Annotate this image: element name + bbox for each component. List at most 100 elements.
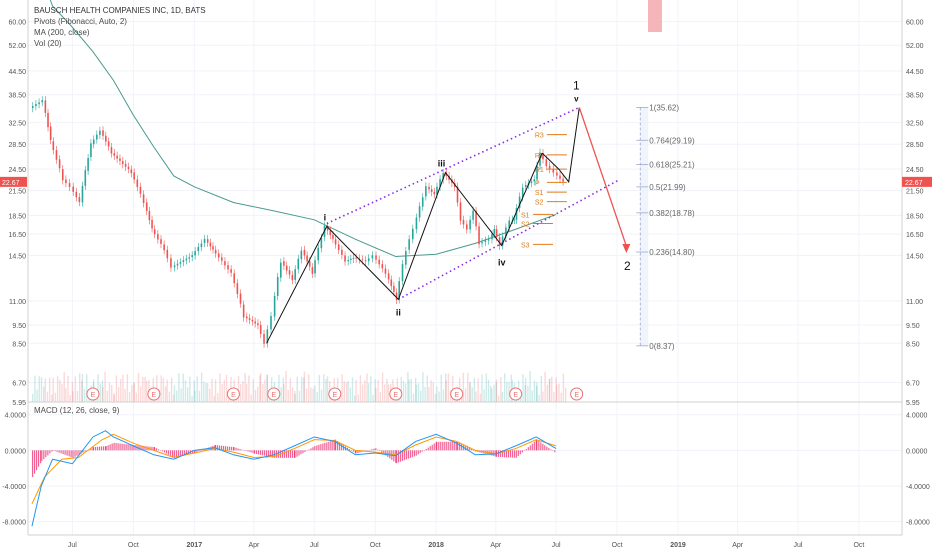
- volume-bar: [42, 386, 45, 402]
- volume-bar: [131, 384, 133, 402]
- indicator-vol[interactable]: Vol (20): [34, 39, 62, 48]
- candle-body: [38, 102, 40, 105]
- volume-bar: [186, 387, 189, 402]
- macd-histogram-bar: [251, 450, 253, 453]
- earnings-label: E: [271, 392, 276, 399]
- pivot-label: P: [535, 180, 540, 187]
- volume-bar: [67, 375, 69, 402]
- volume-bar: [54, 392, 57, 402]
- volume-bar: [305, 388, 308, 402]
- volume-bar: [76, 390, 79, 402]
- volume-bar: [291, 387, 294, 402]
- volume-bar: [173, 394, 175, 402]
- candle-body: [217, 253, 220, 258]
- macd-histogram-bar: [105, 446, 107, 451]
- candle-body: [259, 324, 262, 334]
- y-tick-label-left: 21.50: [8, 189, 26, 196]
- earnings-label: E: [231, 392, 236, 399]
- candle-body: [291, 274, 294, 281]
- volume-bar: [347, 381, 349, 402]
- volume-bar: [379, 392, 382, 402]
- volume-bar: [46, 391, 49, 402]
- macd-histogram-bar: [82, 450, 84, 453]
- volume-bar: [61, 383, 63, 402]
- candle-body: [107, 141, 110, 147]
- volume-bar: [266, 374, 268, 402]
- macd-histogram-bar: [283, 450, 286, 458]
- price-tag-right: [902, 176, 932, 187]
- candle-body: [41, 100, 44, 103]
- macd-histogram-bar: [429, 446, 431, 451]
- candle-body: [84, 170, 87, 186]
- macd-histogram-bar: [369, 449, 371, 451]
- macd-histogram-bar: [92, 447, 95, 451]
- macd-histogram-bar: [269, 450, 272, 457]
- price-tag-left-label: 22.67: [2, 180, 20, 187]
- macd-histogram-bar: [328, 441, 330, 451]
- macd-histogram-bar: [185, 450, 187, 455]
- wave-label-iii: iii: [438, 158, 446, 168]
- macd-histogram-bar: [127, 444, 129, 451]
- volume-bar: [527, 385, 529, 402]
- candle-body: [191, 255, 193, 258]
- candle-body: [288, 270, 291, 275]
- volume-bar: [242, 381, 244, 402]
- fib-band: [640, 107, 649, 346]
- volume-bar: [126, 374, 129, 402]
- candle-body: [533, 179, 536, 182]
- candle-body: [96, 134, 98, 140]
- volume-bar: [194, 390, 196, 402]
- macd-histogram-bar: [294, 450, 296, 458]
- earnings-marker: [267, 387, 281, 401]
- volume-bar: [262, 383, 264, 402]
- x-tick-label: Oct: [370, 542, 381, 549]
- y-tick-label-left: 44.50: [8, 69, 26, 76]
- candle-body: [248, 318, 251, 320]
- volume-bar: [99, 383, 101, 402]
- macd-histogram-bar: [411, 450, 413, 458]
- volume-bar: [434, 394, 437, 402]
- macd-histogram-bar: [334, 439, 336, 451]
- candle-body: [387, 273, 390, 280]
- fib-level-label: 0.5(21.99): [649, 183, 686, 192]
- y-tick-label-left: 11.00: [9, 299, 26, 306]
- candle-body: [121, 161, 124, 165]
- indicator-ma[interactable]: MA (200, close): [34, 28, 90, 37]
- volume-bar: [351, 377, 354, 402]
- earnings-marker: [226, 387, 240, 401]
- volume-bar: [426, 375, 429, 402]
- wave-label-i: i: [324, 212, 327, 222]
- pivot-label: R2: [535, 153, 544, 160]
- macd-histogram-bar: [450, 441, 452, 451]
- macd-histogram-bar: [519, 450, 521, 455]
- volume-bar: [184, 380, 187, 402]
- volume-bar: [436, 386, 438, 402]
- candle-body: [332, 234, 334, 239]
- macd-histogram-bar: [98, 446, 101, 451]
- indicator-pivots[interactable]: Pivots (Fibonacci, Auto, 2): [34, 17, 127, 26]
- candle-body: [559, 175, 561, 179]
- volume-bar: [495, 382, 497, 402]
- volume-bar: [462, 372, 465, 402]
- macd-histogram-bar: [177, 450, 179, 457]
- macd-histogram-bar: [348, 449, 350, 451]
- volume-bar: [308, 374, 310, 402]
- macd-histogram-bar: [66, 450, 68, 456]
- macd-histogram-bar: [326, 442, 328, 451]
- candle-body: [127, 166, 130, 170]
- macd-histogram-bar: [550, 449, 552, 451]
- symbol-title[interactable]: BAUSCH HEALTH COMPANIES INC, 1D, BATS: [34, 6, 206, 15]
- macd-legend[interactable]: MACD (12, 26, close, 9): [34, 406, 120, 415]
- macd-histogram-bar: [336, 440, 338, 451]
- candle-body: [239, 293, 242, 304]
- volume-bar: [355, 379, 357, 402]
- macd-histogram-bar: [511, 450, 514, 458]
- volume-bar: [63, 372, 65, 402]
- volume-bar: [139, 386, 142, 402]
- y-tick-label-right: 38.50: [906, 93, 924, 100]
- candle-body: [428, 186, 430, 190]
- candle-body: [197, 246, 200, 252]
- macd-histogram-bar: [438, 441, 440, 451]
- y-tick-label-right: 52.00: [906, 43, 924, 50]
- candle-body: [481, 241, 483, 244]
